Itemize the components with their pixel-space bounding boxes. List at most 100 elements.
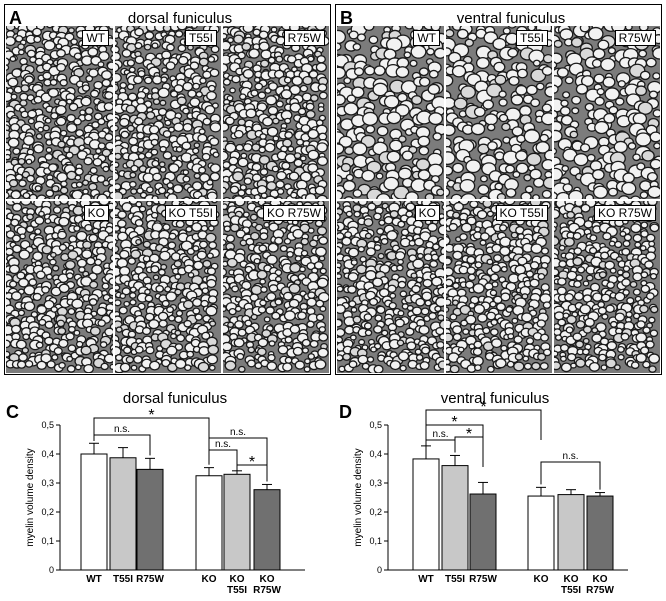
x-tick-label: R75W [253,585,281,596]
y-tick-label: 0,1 [369,536,382,546]
x-tick-label: R75W [136,574,164,585]
y-tick-label: 0,2 [369,507,382,517]
micrograph-texture [446,26,552,199]
panel-letter: C [6,402,19,422]
y-tick-label: 0,5 [369,420,382,430]
micrograph-label: KO R75W [593,205,656,221]
micrograph-texture [223,201,329,373]
micrograph-texture [115,26,221,199]
bar [136,468,164,571]
micrograph-label: KO [83,205,109,221]
bar [109,457,137,571]
y-tick-label: 0 [49,565,54,575]
x-tick-label: KO [534,574,549,585]
micrograph-texture [446,201,552,373]
x-tick-label: R75W [469,574,497,585]
micrograph-label: WT [413,30,440,46]
bar [412,458,440,571]
micrograph-label: KO T55I [495,205,548,221]
y-axis-label: myelin volume density [353,448,364,546]
significance-label: * [480,399,486,416]
x-tick-label: T55I [227,585,247,596]
micrograph-a-ko-r75w: KO R75W [222,200,330,374]
y-axis-label: myelin volume density [25,448,36,546]
x-tick-label: KO [230,574,245,585]
micrograph-b-ko-r75w: KO R75W [553,200,661,374]
bar [253,489,281,571]
significance-bracket [454,436,484,467]
significance-label: n.s. [114,424,130,435]
micrograph-a-t55i: T55I [114,25,222,200]
micrograph-texture [6,26,113,199]
micrograph-b-wt: WT [336,25,445,200]
panel-letter: D [339,402,352,422]
chart-title: ventral funiculus [441,390,549,407]
micrograph-a-r75w: R75W [222,25,330,200]
micrograph-texture [337,201,444,373]
y-tick-label: 0 [377,565,382,575]
x-tick-label: T55I [445,574,465,585]
significance-bracket [540,461,601,490]
y-tick-label: 0,1 [41,536,54,546]
micrograph-texture [337,26,444,199]
x-tick-label: KO [260,574,275,585]
x-tick-label: KO [593,574,608,585]
x-tick-label: R75W [586,585,614,596]
x-tick-label: WT [86,574,102,585]
micrograph-label: T55I [515,30,548,46]
significance-label: n.s. [215,439,231,450]
bar [586,495,614,571]
micrograph-a-ko-t55i: KO T55I [114,200,222,374]
y-tick-label: 0,2 [41,507,54,517]
micrograph-label: R75W [283,30,325,46]
chart-title: dorsal funiculus [123,390,227,407]
significance-bracket [236,464,268,482]
significance-label: * [451,414,457,431]
micrograph-label: WT [82,30,109,46]
bar [223,473,251,571]
micrograph-a-ko: KO [5,200,114,374]
micrograph-texture [115,201,221,373]
bar [469,493,497,571]
x-tick-label: KO [202,574,217,585]
bar [80,453,108,571]
y-tick-label: 0,4 [369,449,382,459]
bar [527,495,555,571]
bar [557,494,585,571]
micrograph-b-ko: KO [336,200,445,374]
y-tick-label: 0,5 [41,420,54,430]
micrograph-label: KO [414,205,440,221]
significance-label: n.s. [432,429,448,440]
micrograph-label: T55I [184,30,217,46]
significance-label: * [466,426,472,443]
significance-label: * [148,407,154,424]
micrograph-texture [554,26,660,199]
bar [441,465,469,571]
significance-bracket [93,417,210,448]
panel-b-title: ventral funiculus [456,10,566,27]
bar [195,475,223,571]
micrograph-label: R75W [614,30,656,46]
panel-b-letter: B [340,8,353,28]
micrograph-b-ko-t55i: KO T55I [445,200,553,374]
y-tick-label: 0,3 [369,478,382,488]
x-tick-label: WT [418,574,434,585]
y-tick-label: 0,4 [41,449,54,459]
micrograph-b-t55i: T55I [445,25,553,200]
panel-a-letter: A [9,8,22,28]
x-tick-label: T55I [561,585,581,596]
x-tick-label: KO [564,574,579,585]
x-tick-label: T55I [113,574,133,585]
significance-label: n.s. [230,427,246,438]
micrograph-b-r75w: R75W [553,25,661,200]
significance-label: n.s. [562,451,578,462]
significance-bracket [93,434,151,456]
micrograph-label: KO R75W [262,205,325,221]
micrograph-a-wt: WT [5,25,114,200]
significance-label: * [249,454,255,471]
y-tick-label: 0,3 [41,478,54,488]
micrograph-label: KO T55I [164,205,217,221]
panel-a-title: dorsal funiculus [127,10,233,27]
